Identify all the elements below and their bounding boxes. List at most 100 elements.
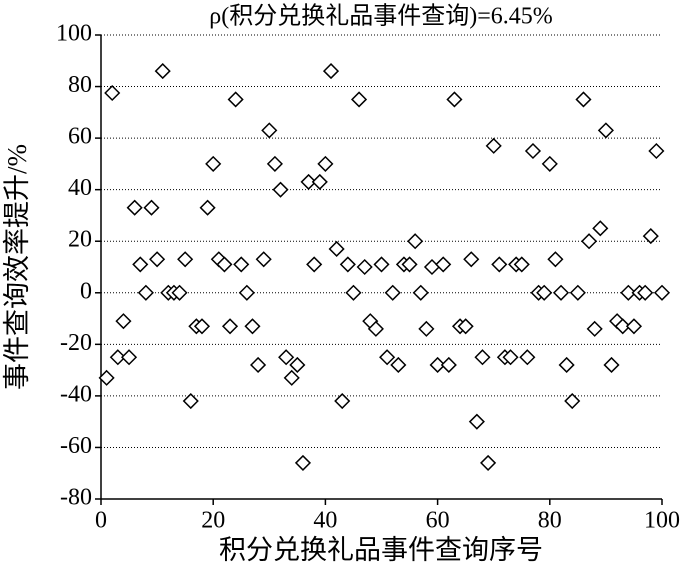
point <box>143 199 160 216</box>
point <box>322 63 340 80</box>
point <box>379 349 396 366</box>
point <box>642 228 659 245</box>
point <box>356 258 373 276</box>
point <box>480 454 497 471</box>
point <box>418 320 435 337</box>
point <box>597 122 614 139</box>
point <box>446 91 463 108</box>
point <box>491 256 508 273</box>
point <box>250 356 267 374</box>
point <box>552 284 570 301</box>
point <box>547 251 564 268</box>
point <box>339 256 356 273</box>
y-tick-label: 0 <box>80 278 92 304</box>
x-tick-label: 20 <box>201 508 225 534</box>
point <box>541 155 558 172</box>
point <box>569 284 586 301</box>
point <box>603 356 620 374</box>
x-tick-label: 80 <box>538 508 562 534</box>
point <box>244 318 261 335</box>
point <box>233 256 250 273</box>
point <box>625 318 643 335</box>
point <box>334 392 351 410</box>
point <box>182 392 199 410</box>
point <box>401 256 418 273</box>
point <box>345 284 362 301</box>
point <box>115 313 132 330</box>
point <box>132 256 149 273</box>
point <box>457 318 474 335</box>
point <box>620 284 637 301</box>
point <box>199 199 216 216</box>
point <box>328 240 345 258</box>
point <box>205 155 222 172</box>
y-tick-label: 40 <box>68 175 92 201</box>
y-axis-label: 事件查询效率提升/% <box>2 144 32 390</box>
point <box>536 284 553 301</box>
point <box>564 392 581 410</box>
point <box>592 220 609 237</box>
point <box>255 251 272 268</box>
point <box>154 63 171 80</box>
x-axis-label: 积分兑换礼品事件查询序号 <box>219 535 543 565</box>
point <box>423 258 441 276</box>
point <box>137 284 154 301</box>
point <box>149 251 166 268</box>
x-tick-label: 60 <box>426 508 450 534</box>
point <box>193 318 211 335</box>
point <box>126 199 143 216</box>
x-tick-label: 0 <box>95 508 107 534</box>
y-tick-label: -20 <box>60 330 92 356</box>
point <box>485 137 502 154</box>
point <box>350 91 368 108</box>
point <box>177 251 194 268</box>
point <box>519 349 536 366</box>
y-tick-label: 100 <box>56 21 92 47</box>
point <box>261 122 278 139</box>
point <box>513 256 530 273</box>
point <box>216 256 233 273</box>
point <box>289 356 306 374</box>
point <box>558 356 575 374</box>
point <box>109 349 126 366</box>
point <box>373 256 390 273</box>
point <box>317 155 334 172</box>
point <box>367 320 384 337</box>
point <box>575 91 592 108</box>
point <box>306 256 323 273</box>
point <box>278 349 295 366</box>
point <box>120 349 138 366</box>
point <box>407 233 424 250</box>
point <box>463 251 480 268</box>
point <box>435 256 452 273</box>
point <box>300 173 317 190</box>
point <box>468 413 485 430</box>
point <box>502 349 519 366</box>
point <box>586 320 603 337</box>
point <box>440 356 457 374</box>
point <box>384 284 401 301</box>
point <box>98 369 115 386</box>
point <box>581 233 598 250</box>
x-tick-label: 40 <box>313 508 337 534</box>
y-tick-label: 60 <box>68 124 92 150</box>
point <box>221 318 239 335</box>
point <box>171 284 188 301</box>
point <box>524 142 542 160</box>
point <box>266 155 283 172</box>
point <box>429 356 446 374</box>
point <box>272 181 289 198</box>
chart-title: ρ(积分兑换礼品事件查询)=6.45% <box>209 3 553 30</box>
y-tick-label: -60 <box>60 433 92 459</box>
point <box>311 173 328 190</box>
point <box>227 91 244 108</box>
point <box>614 318 631 335</box>
point <box>474 349 491 366</box>
point <box>412 284 429 301</box>
x-tick-label: 100 <box>644 508 680 534</box>
y-tick-label: 80 <box>68 72 92 98</box>
point <box>637 284 654 301</box>
point <box>390 356 407 374</box>
point <box>648 142 665 160</box>
